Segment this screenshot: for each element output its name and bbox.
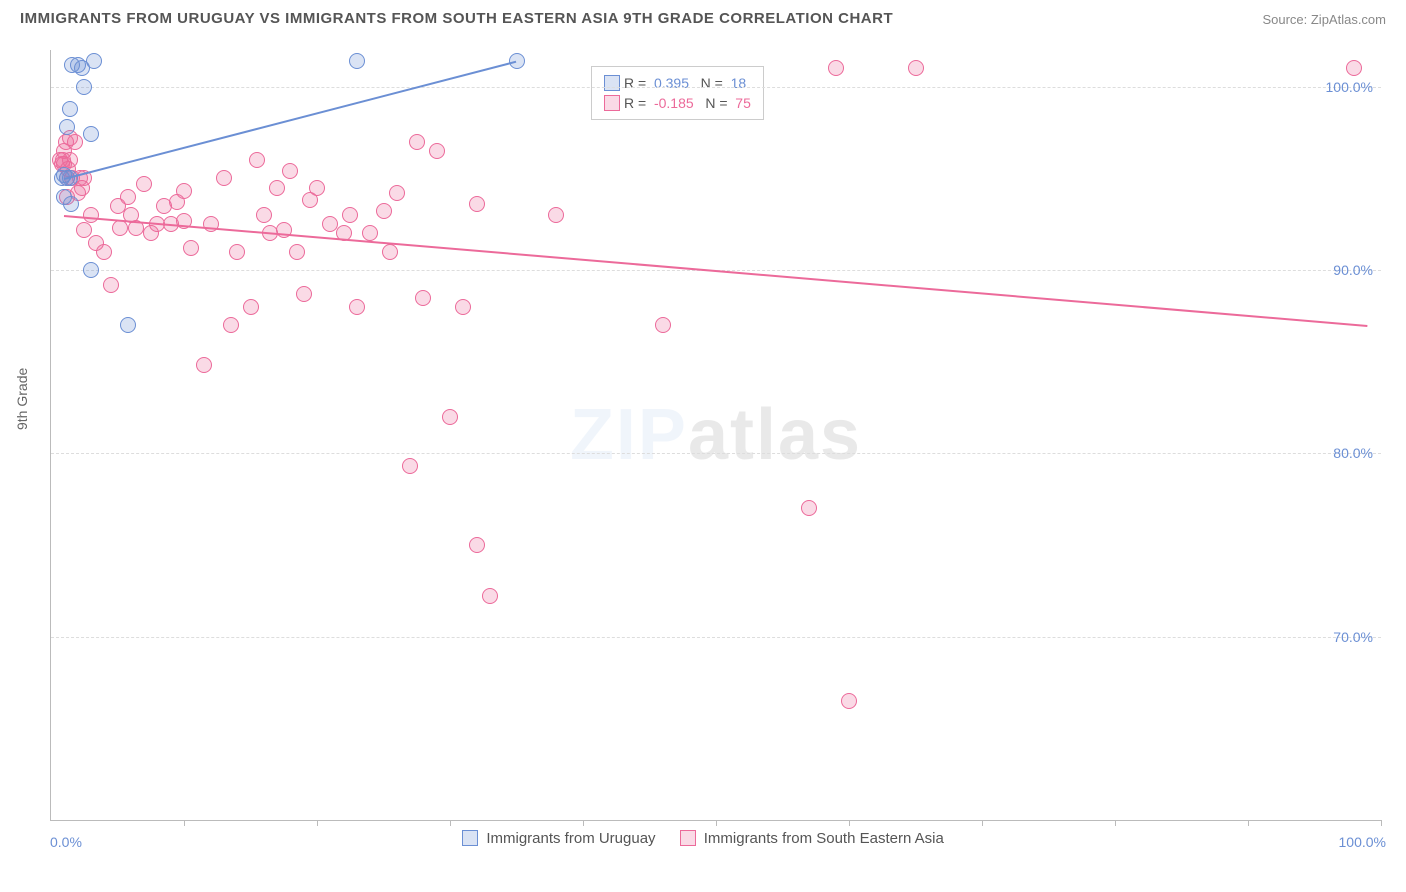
legend-swatch bbox=[680, 830, 696, 846]
data-point bbox=[349, 299, 365, 315]
x-tick bbox=[849, 820, 850, 826]
legend-row: R = -0.185 N = 75 bbox=[604, 93, 751, 113]
data-point bbox=[62, 101, 78, 117]
data-point bbox=[76, 79, 92, 95]
data-point bbox=[469, 537, 485, 553]
series-legend: Immigrants from Uruguay Immigrants from … bbox=[0, 830, 1406, 847]
x-tick bbox=[1381, 820, 1382, 826]
x-tick bbox=[583, 820, 584, 826]
data-point bbox=[83, 126, 99, 142]
correlation-legend: R = 0.395 N = 18 R = -0.185 N = 75 bbox=[591, 66, 764, 120]
data-point bbox=[216, 170, 232, 186]
data-point bbox=[59, 119, 75, 135]
data-point bbox=[62, 152, 78, 168]
data-point bbox=[282, 163, 298, 179]
data-point bbox=[67, 134, 83, 150]
x-tick bbox=[317, 820, 318, 826]
watermark: ZIPatlas bbox=[570, 394, 862, 476]
y-tick-label: 70.0% bbox=[1333, 629, 1373, 645]
gridline bbox=[51, 453, 1381, 454]
data-point bbox=[136, 176, 152, 192]
x-tick bbox=[1115, 820, 1116, 826]
legend-swatch bbox=[604, 75, 620, 91]
legend-row: R = 0.395 N = 18 bbox=[604, 73, 751, 93]
data-point bbox=[83, 207, 99, 223]
data-point bbox=[841, 693, 857, 709]
data-point bbox=[828, 60, 844, 76]
data-point bbox=[548, 207, 564, 223]
source-link[interactable]: ZipAtlas.com bbox=[1311, 12, 1386, 27]
data-point bbox=[908, 60, 924, 76]
x-tick bbox=[716, 820, 717, 826]
data-point bbox=[382, 244, 398, 260]
data-point bbox=[349, 53, 365, 69]
y-tick-label: 80.0% bbox=[1333, 445, 1373, 461]
data-point bbox=[362, 225, 378, 241]
legend-swatch bbox=[604, 95, 620, 111]
gridline bbox=[51, 87, 1381, 88]
data-point bbox=[296, 286, 312, 302]
legend-text: R = 0.395 N = 18 bbox=[624, 75, 746, 91]
data-point bbox=[86, 53, 102, 69]
data-point bbox=[249, 152, 265, 168]
series-legend-item: Immigrants from South Eastern Asia bbox=[680, 830, 944, 847]
x-tick bbox=[184, 820, 185, 826]
data-point bbox=[442, 409, 458, 425]
y-tick-label: 100.0% bbox=[1326, 79, 1373, 95]
legend-swatch bbox=[462, 830, 478, 846]
data-point bbox=[183, 240, 199, 256]
y-tick-label: 90.0% bbox=[1333, 262, 1373, 278]
data-point bbox=[229, 244, 245, 260]
gridline bbox=[51, 637, 1381, 638]
watermark-zip: ZIP bbox=[570, 395, 688, 475]
data-point bbox=[289, 244, 305, 260]
data-point bbox=[176, 183, 192, 199]
data-point bbox=[243, 299, 259, 315]
y-axis-label: 9th Grade bbox=[14, 368, 30, 430]
data-point bbox=[1346, 60, 1362, 76]
data-point bbox=[482, 588, 498, 604]
series-name: Immigrants from Uruguay bbox=[482, 830, 655, 847]
data-point bbox=[96, 244, 112, 260]
data-point bbox=[223, 317, 239, 333]
data-point bbox=[269, 180, 285, 196]
data-point bbox=[455, 299, 471, 315]
chart-title: IMMIGRANTS FROM URUGUAY VS IMMIGRANTS FR… bbox=[20, 10, 893, 27]
data-point bbox=[415, 290, 431, 306]
data-point bbox=[376, 203, 392, 219]
data-point bbox=[120, 317, 136, 333]
data-point bbox=[76, 222, 92, 238]
data-point bbox=[103, 277, 119, 293]
data-point bbox=[120, 189, 136, 205]
series-legend-item: Immigrants from Uruguay bbox=[462, 830, 655, 847]
data-point bbox=[801, 500, 817, 516]
data-point bbox=[83, 262, 99, 278]
data-point bbox=[429, 143, 445, 159]
series-name: Immigrants from South Eastern Asia bbox=[700, 830, 944, 847]
watermark-atlas: atlas bbox=[688, 395, 862, 475]
data-point bbox=[256, 207, 272, 223]
data-point bbox=[63, 196, 79, 212]
data-point bbox=[655, 317, 671, 333]
data-point bbox=[389, 185, 405, 201]
data-point bbox=[402, 458, 418, 474]
data-point bbox=[409, 134, 425, 150]
source-attribution: Source: ZipAtlas.com bbox=[1262, 12, 1386, 27]
x-tick bbox=[982, 820, 983, 826]
x-tick bbox=[1248, 820, 1249, 826]
data-point bbox=[342, 207, 358, 223]
data-point bbox=[309, 180, 325, 196]
data-point bbox=[469, 196, 485, 212]
scatter-plot-area: ZIPatlas R = 0.395 N = 18 R = -0.185 N = … bbox=[50, 50, 1381, 821]
legend-text: R = -0.185 N = 75 bbox=[624, 95, 751, 111]
source-prefix: Source: bbox=[1262, 12, 1310, 27]
data-point bbox=[196, 357, 212, 373]
x-tick bbox=[450, 820, 451, 826]
